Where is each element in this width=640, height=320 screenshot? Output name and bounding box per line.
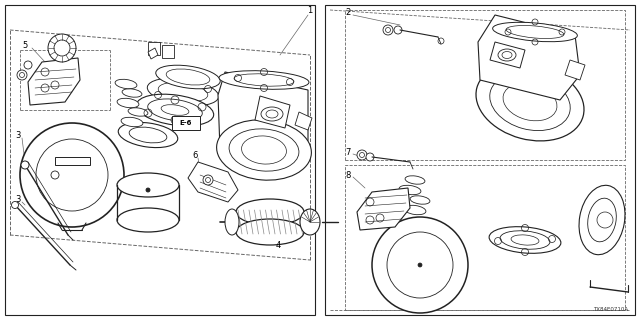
Ellipse shape xyxy=(117,208,179,232)
Circle shape xyxy=(372,217,468,313)
Ellipse shape xyxy=(236,199,304,225)
Polygon shape xyxy=(188,162,238,202)
Ellipse shape xyxy=(156,65,220,89)
Polygon shape xyxy=(148,42,160,55)
Ellipse shape xyxy=(147,78,219,106)
Polygon shape xyxy=(490,42,525,68)
Circle shape xyxy=(383,25,393,35)
Text: E-6: E-6 xyxy=(180,120,192,126)
Ellipse shape xyxy=(216,120,312,180)
Ellipse shape xyxy=(225,209,239,235)
Circle shape xyxy=(21,161,29,169)
Text: 4: 4 xyxy=(275,241,280,250)
Text: 1: 1 xyxy=(307,5,312,14)
Circle shape xyxy=(48,34,76,62)
Circle shape xyxy=(394,26,402,34)
Polygon shape xyxy=(255,96,290,128)
Ellipse shape xyxy=(493,22,577,42)
Circle shape xyxy=(17,70,27,80)
Text: 3: 3 xyxy=(15,131,20,140)
Polygon shape xyxy=(357,188,410,230)
Ellipse shape xyxy=(128,108,148,116)
Text: 5: 5 xyxy=(22,41,28,50)
Circle shape xyxy=(12,202,19,209)
Polygon shape xyxy=(55,157,90,165)
Circle shape xyxy=(20,123,124,227)
Ellipse shape xyxy=(300,209,320,235)
Text: 6: 6 xyxy=(192,150,198,159)
Circle shape xyxy=(366,153,374,161)
Polygon shape xyxy=(295,112,312,130)
Polygon shape xyxy=(28,58,80,105)
Polygon shape xyxy=(162,45,174,58)
Text: 2: 2 xyxy=(346,7,351,17)
Ellipse shape xyxy=(489,227,561,253)
Text: 7: 7 xyxy=(346,148,351,156)
Polygon shape xyxy=(148,48,158,59)
Text: TX84E0710A: TX84E0710A xyxy=(593,307,628,312)
Ellipse shape xyxy=(118,123,178,148)
Text: 8: 8 xyxy=(346,171,351,180)
Text: 3: 3 xyxy=(15,196,20,204)
Polygon shape xyxy=(478,15,580,100)
Polygon shape xyxy=(218,72,308,165)
Ellipse shape xyxy=(405,176,425,184)
Ellipse shape xyxy=(121,117,143,127)
Ellipse shape xyxy=(136,94,214,126)
Circle shape xyxy=(146,188,150,192)
Circle shape xyxy=(203,175,213,185)
Ellipse shape xyxy=(579,185,625,255)
Ellipse shape xyxy=(476,63,584,141)
Ellipse shape xyxy=(117,173,179,197)
Ellipse shape xyxy=(117,98,139,108)
Ellipse shape xyxy=(410,196,430,204)
Ellipse shape xyxy=(399,185,421,195)
Circle shape xyxy=(24,61,32,69)
Ellipse shape xyxy=(122,89,142,97)
Circle shape xyxy=(418,263,422,267)
Ellipse shape xyxy=(404,205,426,215)
Ellipse shape xyxy=(219,71,309,89)
Polygon shape xyxy=(565,60,585,80)
Ellipse shape xyxy=(115,79,137,89)
Bar xyxy=(172,116,200,130)
Ellipse shape xyxy=(236,219,304,245)
Circle shape xyxy=(357,150,367,160)
